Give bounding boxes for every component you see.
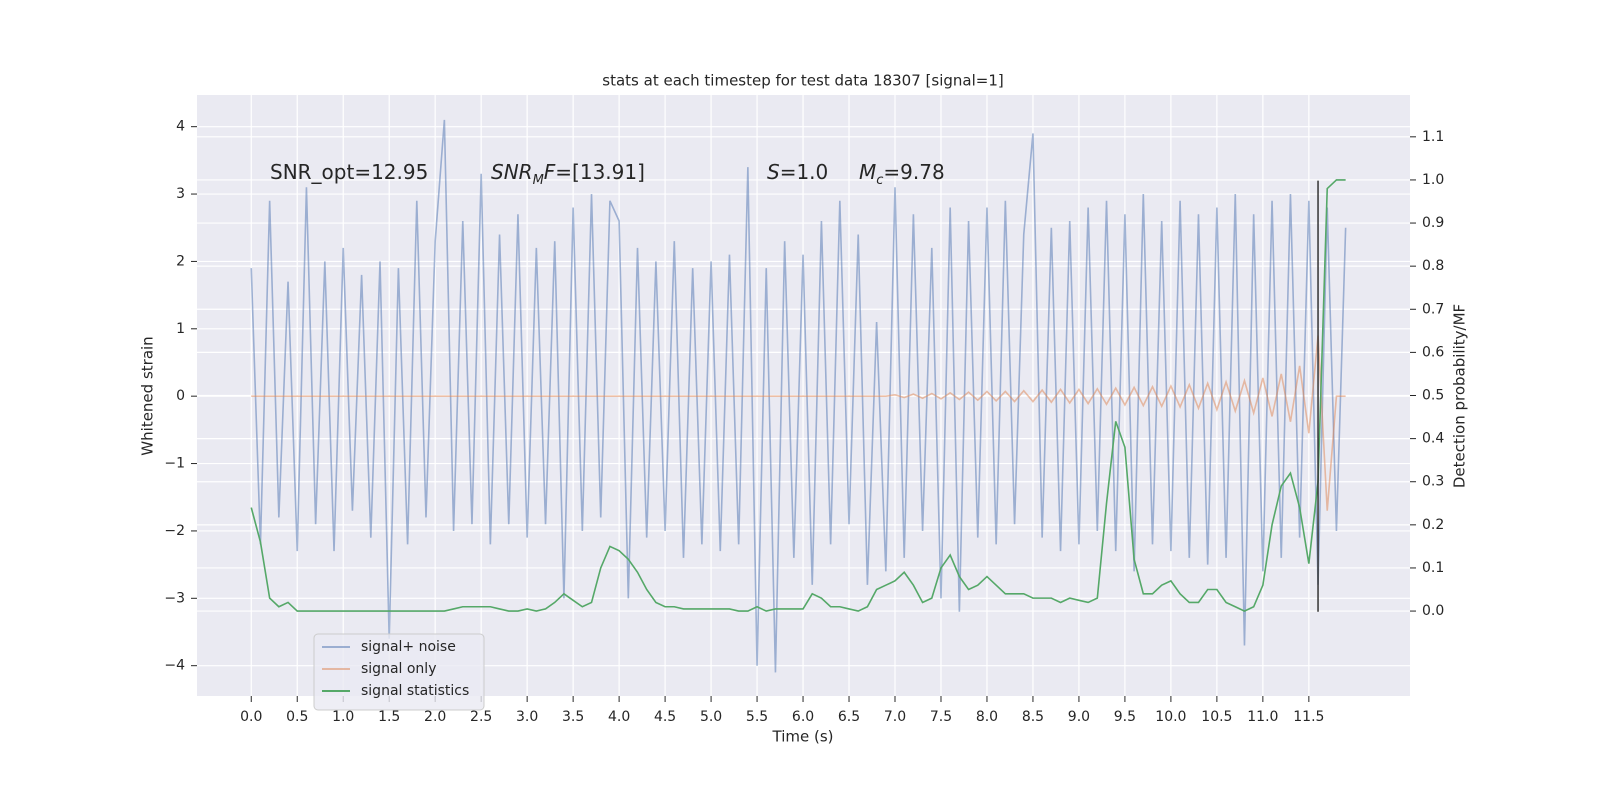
annotation: S=1.0 xyxy=(767,160,828,184)
x-tick-label: 0.0 xyxy=(240,709,262,725)
y2-tick-label: 0.7 xyxy=(1422,301,1444,317)
annotation-part: SNR_opt=12.95 xyxy=(270,160,428,184)
annotation: SNRMF=[13.91] xyxy=(491,160,645,189)
x-tick-label: 9.0 xyxy=(1068,709,1090,725)
annotation-part: F xyxy=(544,160,556,184)
x-tick-label: 9.5 xyxy=(1114,709,1136,725)
y2-tick-label: 0.5 xyxy=(1422,388,1444,404)
x-tick-label: 6.0 xyxy=(792,709,814,725)
y-tick-label: −4 xyxy=(164,658,185,674)
x-tick-label: 3.5 xyxy=(562,709,584,725)
y2-tick-label: 0.2 xyxy=(1422,517,1444,533)
x-tick-label: 5.0 xyxy=(700,709,722,725)
x-tick-label: 1.5 xyxy=(378,709,400,725)
annotation-part: M xyxy=(533,173,544,188)
annotation-part: c xyxy=(876,173,883,188)
legend-label: signal only xyxy=(361,661,436,677)
y-tick-label: −3 xyxy=(164,590,185,606)
x-tick-label: 1.0 xyxy=(332,709,354,725)
x-tick-label: 3.0 xyxy=(516,709,538,725)
x-tick-label: 5.5 xyxy=(746,709,768,725)
annotation-part: SNR xyxy=(491,160,533,184)
legend-box xyxy=(313,633,485,711)
y-tick-label: 2 xyxy=(176,253,185,269)
x-tick-label: 11.5 xyxy=(1293,709,1324,725)
annotation-part: =9.78 xyxy=(883,160,944,184)
x-axis-label: Time (s) xyxy=(772,728,834,746)
x-tick-label: 8.5 xyxy=(1022,709,1044,725)
y-tick-label: 3 xyxy=(176,186,185,202)
y2-tick-label: 1.1 xyxy=(1422,129,1444,145)
annotation-part: S xyxy=(767,160,780,184)
y-axis-label: Whitened strain xyxy=(139,336,157,455)
series-line xyxy=(250,119,1347,673)
x-tick-label: 2.0 xyxy=(424,709,446,725)
y2-tick-label: 0.6 xyxy=(1422,344,1444,360)
annotation-part: M xyxy=(859,160,876,184)
y-tick-label: 0 xyxy=(176,388,185,404)
x-tick-label: 7.5 xyxy=(930,709,952,725)
y2-tick-label: 0.4 xyxy=(1422,431,1444,447)
x-tick-label: 4.5 xyxy=(654,709,676,725)
x-tick-label: 8.0 xyxy=(976,709,998,725)
legend-label: signal+ noise xyxy=(361,639,456,655)
y-tick-label: −2 xyxy=(164,523,185,539)
y-tick-label: −1 xyxy=(164,456,185,472)
series-line xyxy=(250,179,1346,612)
chart-title: stats at each timestep for test data 183… xyxy=(602,72,1003,90)
y-tick-label: 1 xyxy=(176,321,185,337)
annotation: Mc=9.78 xyxy=(859,160,945,189)
x-tick-label: 10.0 xyxy=(1155,709,1186,725)
annotation-part: =1.0 xyxy=(780,160,829,184)
x-tick-label: 7.0 xyxy=(884,709,906,725)
legend: signal+ noise signal only signal statistic… xyxy=(313,633,485,711)
y2-axis-label: Detection probability/MF xyxy=(1451,304,1469,488)
series-line xyxy=(251,335,1346,511)
annotation-part: =[13.91] xyxy=(555,160,645,184)
y2-tick-label: 0.3 xyxy=(1422,474,1444,490)
y2-tick-label: 0.0 xyxy=(1422,603,1444,619)
annotation: SNR_opt=12.95 xyxy=(270,160,428,184)
x-tick-label: 10.5 xyxy=(1201,709,1232,725)
y2-tick-label: 1.0 xyxy=(1422,172,1444,188)
x-tick-label: 11.0 xyxy=(1247,709,1278,725)
y2-tick-label: 0.1 xyxy=(1422,560,1444,576)
x-tick-label: 4.0 xyxy=(608,709,630,725)
x-tick-label: 2.5 xyxy=(470,709,492,725)
legend-label: signal statistics xyxy=(361,683,469,699)
x-tick-label: 0.5 xyxy=(286,709,308,725)
y-tick-label: 4 xyxy=(176,119,185,135)
y2-tick-label: 0.8 xyxy=(1422,258,1444,274)
y2-tick-label: 0.9 xyxy=(1422,215,1444,231)
x-tick-label: 6.5 xyxy=(838,709,860,725)
